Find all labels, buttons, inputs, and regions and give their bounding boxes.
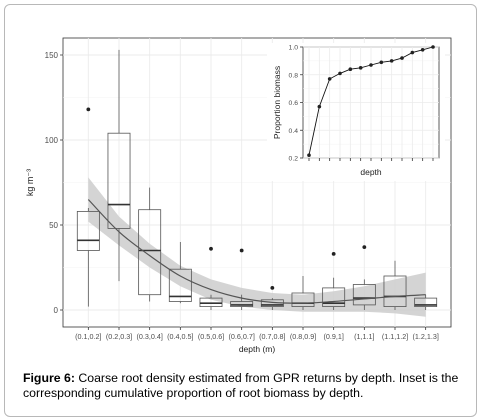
x-tick-label: (0.7,0.8] (259, 332, 285, 341)
inset-point (348, 67, 353, 71)
inset-point (389, 59, 394, 63)
inset-point (431, 45, 435, 49)
box-body (168, 268, 192, 302)
inset-y-tick-label: 0.4 (289, 128, 299, 135)
inset-y-tick-label: 0.2 (289, 156, 299, 163)
inset-x-axis-label: depth (360, 167, 382, 177)
inset-points (307, 45, 435, 158)
outlier-point (239, 248, 244, 253)
x-axis-label: depth (m) (239, 344, 276, 354)
inset-y-tick-label: 0.8 (289, 72, 299, 79)
inset-point (307, 153, 311, 158)
x-tick-label: (0.9,1] (323, 332, 343, 341)
y-axis-ticks: 0 50 100 150 (45, 51, 63, 315)
figure-caption: Figure 6: Coarse root density estimated … (23, 371, 473, 401)
box-body (76, 210, 100, 251)
inset-point (369, 63, 373, 67)
y-tick-label: 150 (45, 51, 59, 60)
fit-line (87, 199, 426, 304)
fit-confidence-ribbon (88, 177, 426, 317)
caption-label: Figure 6: (23, 371, 75, 385)
inset-y-axis-label: Proportion biomass (272, 66, 282, 139)
box-1 (76, 107, 100, 307)
x-tick-label: (1.2,1.3] (412, 332, 438, 341)
inset-y-axis-ticks: 0.2 0.4 0.6 0.8 1.0 (289, 45, 303, 163)
box-4 (168, 242, 192, 304)
x-tick-label: (1.1,1.2] (382, 332, 408, 341)
box-body (107, 132, 131, 229)
box-body (383, 275, 407, 308)
inset-point (327, 77, 332, 81)
box-body (352, 284, 376, 306)
box-2 (107, 49, 131, 282)
caption-text: Coarse root density estimated from GPR r… (23, 371, 459, 400)
x-tick-label: (0.2,0.3] (106, 332, 132, 341)
box-body (291, 292, 315, 308)
box-body (414, 297, 438, 308)
y-tick-label: 0 (54, 306, 59, 315)
inset-plot-panel: 0.2 0.4 0.6 0.8 1.0 Proportion biomass depth (267, 43, 445, 181)
box-body (230, 301, 254, 307)
outlier-point (86, 107, 91, 112)
inset-point (420, 47, 425, 52)
inset-point (358, 66, 363, 70)
x-tick-label: (0.1,0.2] (75, 332, 101, 341)
box-6 (230, 248, 254, 310)
x-tick-label: (1,1.1] (354, 332, 374, 341)
inset-y-tick-label: 0.6 (289, 100, 299, 107)
outlier-point (362, 245, 367, 250)
inset-y-tick-label: 1.0 (289, 45, 299, 52)
x-tick-label: (0.6,0.7] (228, 332, 254, 341)
box-body (138, 209, 162, 296)
outlier-point (209, 246, 213, 251)
y-tick-label: 50 (49, 221, 58, 230)
outlier-point (270, 286, 275, 290)
inset-point (338, 71, 342, 76)
figure-frame: 0 50 100 150 (0.1,0.2] (0.2,0.3] (0.3,0.4] (0.… (4, 4, 477, 417)
box-5 (199, 246, 223, 310)
outlier-point (331, 252, 336, 256)
inset-point (400, 56, 404, 60)
inset-point (317, 104, 322, 109)
inset-point (410, 50, 415, 55)
x-tick-label: (0.4,0.5] (167, 332, 193, 341)
x-axis-ticks: (0.1,0.2] (0.2,0.3] (0.3,0.4] (0.4,0.5] (0.5… (75, 327, 439, 341)
box-7 (260, 286, 284, 310)
x-tick-label: (0.3,0.4] (136, 332, 162, 341)
inset-point (379, 60, 384, 65)
box-12 (414, 294, 438, 310)
x-tick-label: (0.8,0.9] (290, 332, 316, 341)
y-axis-label: kg m⁻³ (25, 169, 35, 196)
y-tick-label: 100 (45, 136, 59, 145)
box-body (322, 287, 346, 307)
x-tick-label: (0.5,0.6] (198, 332, 224, 341)
box-9 (322, 252, 346, 310)
box-body (199, 297, 223, 308)
inset-gridlines (303, 46, 439, 159)
inset-x-axis-ticks (308, 158, 434, 161)
box-series (76, 49, 438, 310)
